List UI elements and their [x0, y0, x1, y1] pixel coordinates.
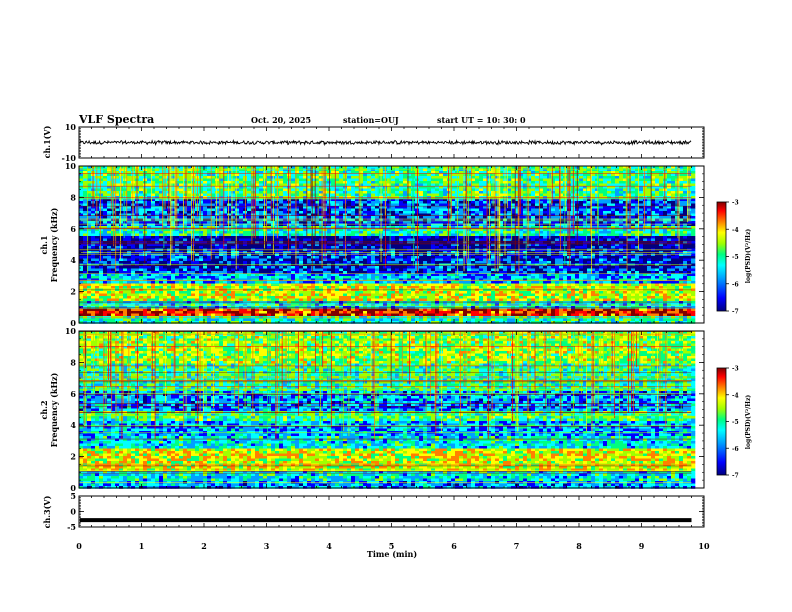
date-label: Oct. 20, 2025 — [251, 115, 311, 125]
y-tick-label: 4 — [70, 255, 76, 265]
ch1-spectrogram-panel: 0 2 4 6 8 10 — [65, 161, 705, 328]
spectrogram-cells — [79, 331, 696, 489]
x-tick-label: 7 — [514, 541, 520, 551]
ch1-colorbar: -3 -4 -5 -6 -7 — [716, 200, 739, 316]
colorbar-gradient — [716, 201, 727, 312]
colorbar-tick-label: -4 — [732, 227, 739, 234]
ch2-label: ch.2 — [39, 400, 49, 419]
ch2-colorbar-label: log(PSD)(V²/Hz) — [745, 395, 752, 450]
x-tick-label: 1 — [139, 541, 145, 551]
ch3-voltage-axis-label: ch.3(V) — [42, 495, 52, 528]
y-tick-label: 6 — [70, 389, 76, 399]
ch3-waveform-frame — [78, 495, 705, 528]
ch1-colorbar-label: log(PSD)(V²/Hz) — [745, 229, 752, 284]
y-tick-label: 0 — [70, 507, 76, 517]
spectrogram-cells — [79, 166, 696, 324]
y-tick-label: 4 — [70, 420, 76, 430]
y-tick-label: 8 — [70, 357, 76, 367]
ch1-waveform-trace — [79, 138, 692, 147]
y-tick-label: 0 — [70, 318, 76, 328]
ch3-waveform-panel: 5 0 -5 — [67, 491, 705, 532]
ch2-spectrogram-panel: 0 2 4 6 8 10 — [65, 326, 705, 493]
ch1-voltage-axis-label: ch.1(V) — [42, 125, 52, 158]
ch1-label: ch.1 — [39, 235, 49, 254]
x-tick-label: 10 — [698, 541, 710, 551]
station-label: station=OUJ — [343, 115, 399, 125]
colorbar-gradient — [716, 367, 727, 476]
ch1-frequency-axis-label: Frequency (kHz) — [49, 207, 59, 282]
colorbar-tick-label: -6 — [732, 446, 739, 453]
ch2-colorbar: -3 -4 -5 -6 -7 — [716, 366, 739, 480]
x-tick-label: 6 — [451, 541, 457, 551]
colorbar-tick-label: -5 — [732, 419, 739, 426]
y-tick-label: -5 — [67, 522, 76, 532]
page-title: VLF Spectra — [79, 113, 154, 126]
y-tick-label: 2 — [70, 452, 76, 462]
colorbar-tick-label: -7 — [732, 473, 739, 480]
time-axis-label: Time (min) — [367, 549, 417, 559]
y-tick-label: 10 — [65, 326, 77, 336]
y-tick-label: 8 — [70, 192, 76, 202]
x-tick-label: 2 — [201, 541, 207, 551]
y-tick-label: 5 — [70, 491, 76, 501]
x-tick-label: 8 — [576, 541, 582, 551]
colorbar-tick-label: -3 — [732, 366, 739, 373]
ch1-waveform-panel: 10 -10 — [62, 122, 705, 163]
y-tick-label: 2 — [70, 287, 76, 297]
y-tick-label: 0 — [70, 483, 76, 493]
x-tick-label: 3 — [264, 541, 270, 551]
spectrogram-streaks — [78, 166, 692, 324]
spectrogram-streaks — [79, 331, 692, 483]
colorbar-tick-label: -7 — [732, 309, 739, 316]
colorbar-tick-label: -4 — [732, 392, 739, 399]
x-tick-label: 5 — [389, 541, 395, 551]
time-axis: 0 1 2 3 4 5 6 7 8 9 10 — [76, 541, 710, 551]
ch2-frequency-axis-label: Frequency (kHz) — [49, 372, 59, 447]
y-tick-label: -10 — [62, 153, 77, 163]
x-tick-label: 9 — [639, 541, 645, 551]
colorbar-tick-label: -5 — [732, 254, 739, 261]
y-tick-label: 10 — [65, 161, 77, 171]
x-tick-label: 4 — [326, 541, 332, 551]
start-time-label: start UT = 10: 30: 0 — [437, 115, 526, 125]
y-tick-label: 10 — [65, 122, 77, 132]
y-tick-label: 6 — [70, 224, 76, 234]
x-tick-label: 0 — [76, 541, 82, 551]
colorbar-tick-label: -6 — [732, 281, 739, 288]
colorbar-tick-label: -3 — [732, 200, 739, 207]
